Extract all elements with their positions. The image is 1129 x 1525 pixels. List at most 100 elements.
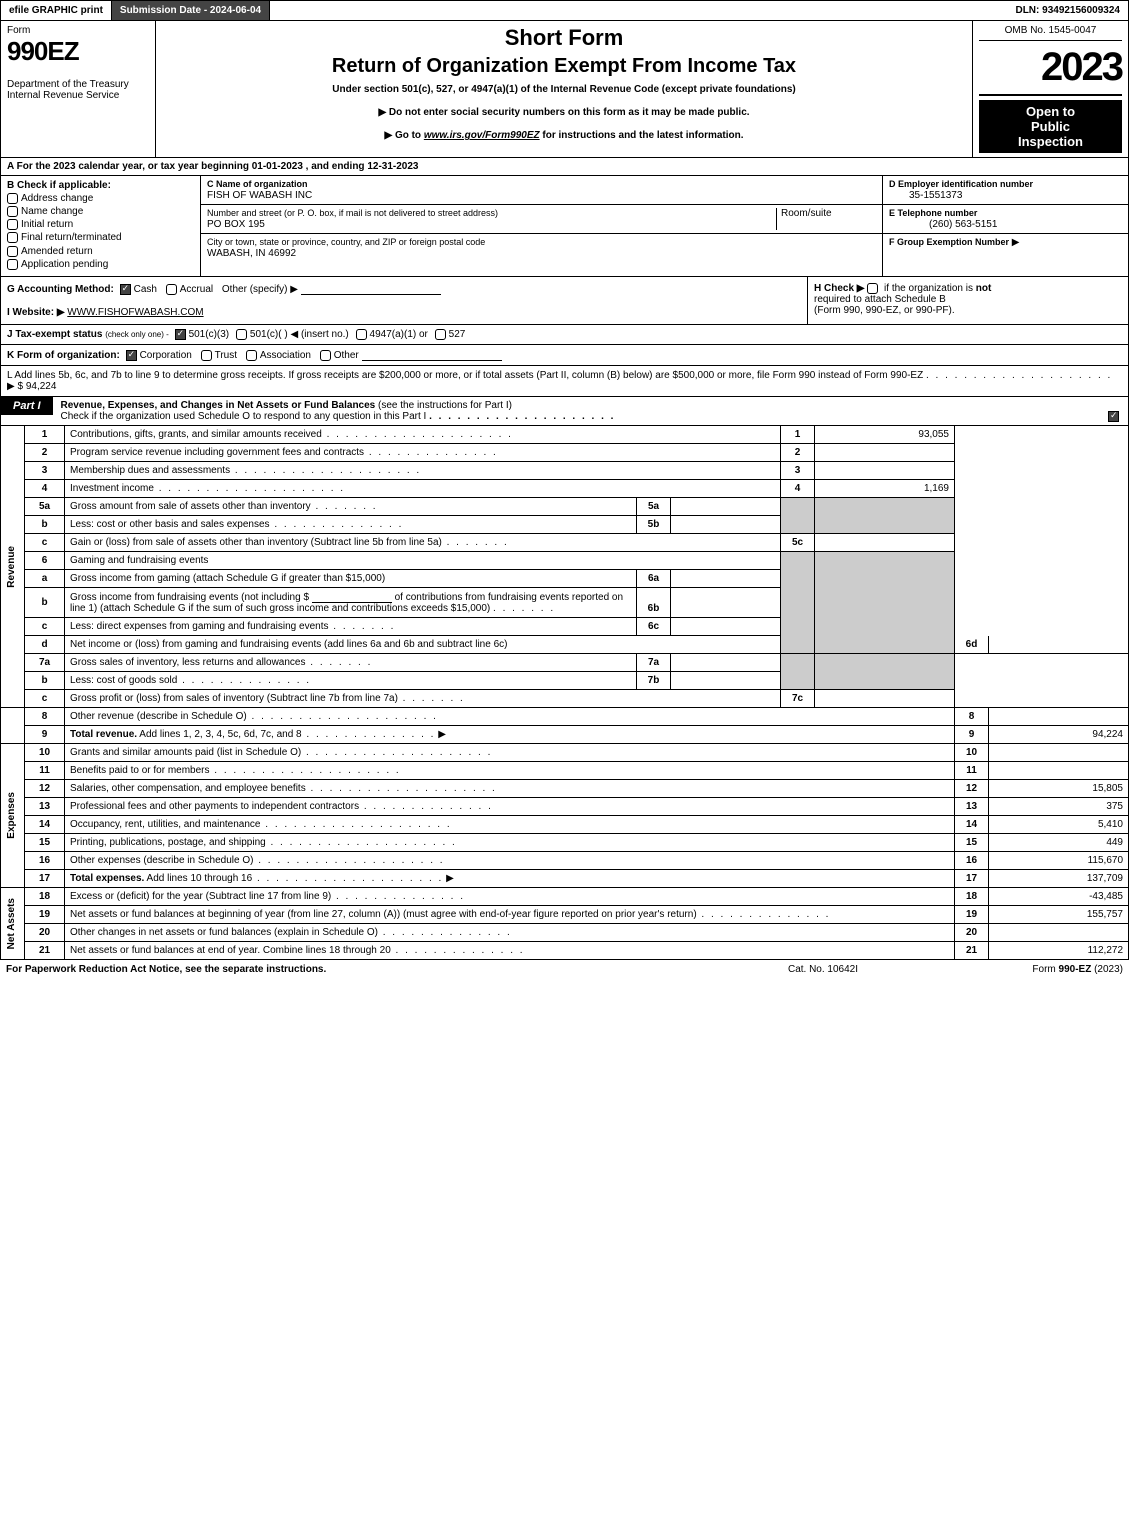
header-left: Form 990EZ Department of the Treasury In…	[1, 21, 156, 157]
checkbox-icon[interactable]	[7, 232, 18, 243]
goto-link[interactable]: www.irs.gov/Form990EZ	[424, 130, 540, 141]
check-amended-return[interactable]: Amended return	[7, 246, 194, 257]
line-5c: c Gain or (loss) from sale of assets oth…	[1, 534, 1129, 552]
telephone: (260) 563-5151	[889, 219, 997, 230]
line-6c: c Less: direct expenses from gaming and …	[1, 618, 1129, 636]
checkbox-icon[interactable]	[201, 350, 212, 361]
row-gh: G Accounting Method: Cash Accrual Other …	[0, 277, 1129, 325]
check-address-change[interactable]: Address change	[7, 193, 194, 204]
section-b-title: B Check if applicable:	[7, 180, 194, 191]
section-d: D Employer identification number 35-1551…	[883, 176, 1128, 205]
checkbox-icon[interactable]	[7, 193, 18, 204]
part-1-header: Part I Revenue, Expenses, and Changes in…	[0, 397, 1129, 426]
efile-label[interactable]: efile GRAPHIC print	[1, 1, 112, 20]
other-org-input[interactable]	[362, 349, 502, 361]
section-k: K Form of organization: Corporation Trus…	[0, 345, 1129, 366]
amt-4: 1,169	[815, 480, 955, 498]
line-5b: b Less: cost or other basis and sales ex…	[1, 516, 1129, 534]
form-label: Form	[7, 25, 149, 36]
checkbox-checked-icon	[120, 284, 131, 295]
line-5a: 5a Gross amount from sale of assets othe…	[1, 498, 1129, 516]
amt-16: 115,670	[989, 852, 1129, 870]
section-g: G Accounting Method: Cash Accrual Other …	[1, 277, 808, 324]
expenses-side-label: Expenses	[6, 792, 17, 839]
net-assets-side-label: Net Assets	[6, 898, 17, 949]
dept-treasury: Department of the Treasury	[7, 79, 149, 90]
part-1-label: Part I	[1, 397, 53, 415]
line-13: 13 Professional fees and other payments …	[1, 798, 1129, 816]
line-19: 19 Net assets or fund balances at beginn…	[1, 906, 1129, 924]
section-l: L Add lines 5b, 6c, and 7b to line 9 to …	[0, 366, 1129, 397]
checkbox-icon[interactable]	[166, 284, 177, 295]
amt-21: 112,272	[989, 942, 1129, 960]
checkbox-checked-icon	[126, 350, 137, 361]
line-7a: 7a Gross sales of inventory, less return…	[1, 654, 1129, 672]
section-c: C Name of organization FISH OF WABASH IN…	[201, 176, 883, 276]
org-city: WABASH, IN 46992	[207, 248, 296, 259]
line-10: Expenses 10 Grants and similar amounts p…	[1, 744, 1129, 762]
line-2: 2 Program service revenue including gove…	[1, 444, 1129, 462]
section-a: A For the 2023 calendar year, or tax yea…	[0, 158, 1129, 176]
revenue-side-label: Revenue	[6, 546, 17, 588]
line-21: 21 Net assets or fund balances at end of…	[1, 942, 1129, 960]
line-18: Net Assets 18 Excess or (deficit) for th…	[1, 888, 1129, 906]
part-1-check	[1099, 397, 1128, 425]
checkbox-icon[interactable]	[7, 259, 18, 270]
checkbox-icon[interactable]	[246, 350, 257, 361]
checkbox-icon[interactable]	[435, 329, 446, 340]
part-1-title: Revenue, Expenses, and Changes in Net As…	[53, 397, 1099, 425]
header-right: OMB No. 1545-0047 2023 Open to Public In…	[973, 21, 1128, 157]
check-initial-return[interactable]: Initial return	[7, 219, 194, 230]
checkbox-icon[interactable]	[867, 283, 878, 294]
amt-17: 137,709	[989, 870, 1129, 888]
checkbox-icon[interactable]	[7, 206, 18, 217]
line-12: 12 Salaries, other compensation, and emp…	[1, 780, 1129, 798]
checkbox-checked-icon	[1108, 411, 1119, 422]
amt-15: 449	[989, 834, 1129, 852]
line-6a: a Gross income from gaming (attach Sched…	[1, 570, 1129, 588]
line-11: 11 Benefits paid to or for members 11	[1, 762, 1129, 780]
line-6b: b Gross income from fundraising events (…	[1, 588, 1129, 618]
line-1: Revenue 1 Contributions, gifts, grants, …	[1, 426, 1129, 444]
checkbox-icon[interactable]	[356, 329, 367, 340]
gross-receipts: $ 94,224	[17, 381, 56, 392]
org-city-row: City or town, state or province, country…	[201, 234, 882, 262]
page-footer: For Paperwork Reduction Act Notice, see …	[0, 960, 1129, 979]
checkbox-icon[interactable]	[236, 329, 247, 340]
form-header: Form 990EZ Department of the Treasury In…	[0, 21, 1129, 158]
short-form-title: Short Form	[166, 25, 962, 51]
checkbox-icon[interactable]	[7, 246, 18, 257]
section-e: E Telephone number (260) 563-5151	[883, 205, 1128, 234]
check-application-pending[interactable]: Application pending	[7, 259, 194, 270]
goto-suffix: for instructions and the latest informat…	[542, 130, 743, 141]
fundraising-amount-input[interactable]	[312, 591, 392, 603]
part-1-table-cont: 8 Other revenue (describe in Schedule O)…	[0, 708, 1129, 960]
checkbox-icon[interactable]	[7, 219, 18, 230]
info-grid: B Check if applicable: Address change Na…	[0, 176, 1129, 277]
section-j: J Tax-exempt status (check only one) - 5…	[0, 325, 1129, 345]
checkbox-checked-icon	[175, 329, 186, 340]
dln: DLN: 93492156009324	[1007, 1, 1128, 20]
checkbox-icon[interactable]	[320, 350, 331, 361]
org-address: PO BOX 195	[207, 219, 265, 230]
ein: 35-1551373	[889, 190, 962, 201]
line-16: 16 Other expenses (describe in Schedule …	[1, 852, 1129, 870]
section-b: B Check if applicable: Address change Na…	[1, 176, 201, 276]
other-specify-input[interactable]	[301, 283, 441, 295]
check-name-change[interactable]: Name change	[7, 206, 194, 217]
section-f: F Group Exemption Number ▶	[883, 234, 1128, 251]
open-public: Open to Public Inspection	[979, 100, 1122, 153]
line-7c: c Gross profit or (loss) from sales of i…	[1, 690, 1129, 708]
submission-date: Submission Date - 2024-06-04	[112, 1, 270, 20]
amt-9: 94,224	[989, 726, 1129, 744]
line-6: 6 Gaming and fundraising events	[1, 552, 1129, 570]
amt-18: -43,485	[989, 888, 1129, 906]
amt-19: 155,757	[989, 906, 1129, 924]
line-3: 3 Membership dues and assessments 3	[1, 462, 1129, 480]
check-final-return[interactable]: Final return/terminated	[7, 232, 194, 243]
section-i: I Website: ▶ WWW.FISHOFWABASH.COM	[7, 307, 801, 318]
org-name: FISH OF WABASH INC	[207, 190, 312, 201]
org-name-row: C Name of organization FISH OF WABASH IN…	[201, 176, 882, 205]
section-def: D Employer identification number 35-1551…	[883, 176, 1128, 276]
goto-line: Go to www.irs.gov/Form990EZ for instruct…	[166, 130, 962, 141]
